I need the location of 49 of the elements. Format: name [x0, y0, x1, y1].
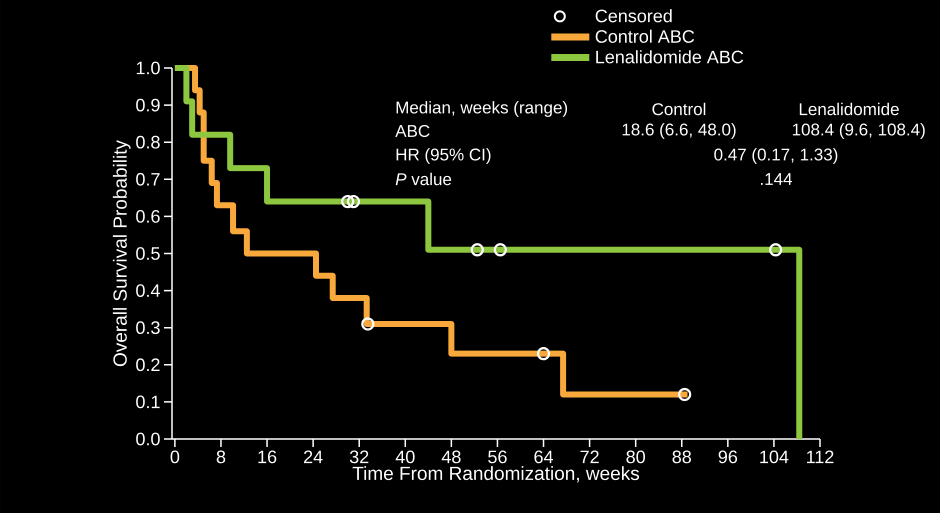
point	[361, 317, 374, 331]
y-tick-label: 0.2	[136, 358, 160, 372]
legend-label: Control ABC	[596, 30, 694, 43]
y-tick-label: 0.0	[136, 432, 160, 446]
x-tick-label: 24	[304, 450, 323, 464]
point	[341, 194, 354, 208]
x-tick-label: 104	[760, 450, 788, 464]
point	[536, 347, 550, 360]
legend-label: Lenalidomide ABC	[596, 50, 744, 64]
annotation: Median, weeks (range)	[396, 101, 568, 117]
annotation: .144	[761, 173, 792, 185]
x-tick-label: 64	[534, 450, 554, 464]
y-tick-label: 0.3	[136, 321, 160, 334]
annotation: Lenalidomide	[800, 102, 899, 116]
x-tick-label: 88	[672, 450, 691, 464]
x-tick-label: 56	[488, 450, 507, 464]
legend-label: Censored	[596, 9, 672, 22]
x-tick-label: 8	[216, 450, 226, 464]
y-tick-label: 0.9	[136, 98, 160, 112]
x-tick-label: 112	[807, 450, 834, 464]
x-axis-title: Time From Randomization, weeks	[352, 466, 640, 482]
annotation: 108.4 (9.6, 108.4)	[792, 123, 925, 139]
point	[470, 243, 484, 256]
annotation: P value	[396, 172, 452, 186]
y-tick-label: 0.8	[136, 136, 160, 149]
point	[494, 243, 507, 256]
annotation: ABC	[395, 124, 430, 138]
y-tick-label: 0.1	[136, 396, 160, 408]
annotation: 18.6 (6.6, 48.0)	[622, 123, 736, 139]
y-axis-title: Overall Survival Probability	[112, 140, 131, 366]
point	[769, 243, 782, 256]
annotation: Control	[652, 102, 706, 116]
x-tick-label: 96	[718, 450, 738, 464]
x-tick-label: 16	[258, 450, 276, 464]
y-tick-label: 0.4	[136, 284, 160, 297]
x-tick-label: 72	[580, 450, 599, 464]
point	[346, 194, 360, 208]
y-tick-label: 1.0	[136, 62, 160, 74]
y-tick-label: 0.6	[136, 210, 160, 223]
x-tick-label: 40	[396, 450, 415, 464]
y-tick-label: 0.7	[136, 172, 160, 186]
x-tick-label: 48	[442, 450, 461, 464]
annotation: HR (95% CI)	[396, 148, 490, 164]
x-tick-label: 0	[170, 450, 180, 464]
y-tick-label: 0.5	[136, 247, 160, 260]
x-tick-label: 32	[350, 450, 368, 464]
annotation: 0.47 (0.17, 1.33)	[714, 148, 838, 164]
x-tick-label: 80	[626, 450, 645, 464]
point	[678, 388, 692, 402]
